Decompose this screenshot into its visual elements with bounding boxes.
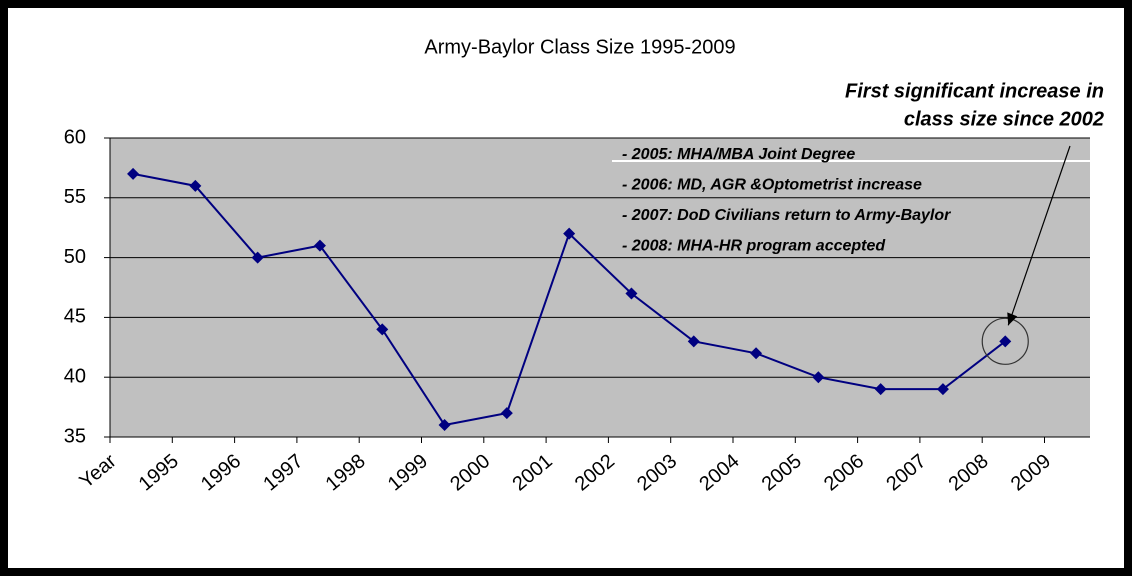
note: - 2005: MHA/MBA Joint Degree	[622, 146, 855, 163]
arrow-head	[1007, 312, 1018, 326]
highlight-circle	[981, 317, 1029, 365]
y-tick-label: 35	[64, 425, 86, 447]
marker	[874, 383, 887, 396]
marker	[376, 323, 389, 336]
y-tick-label: 45	[64, 306, 86, 328]
marker	[812, 371, 825, 384]
notes-box-edge	[612, 160, 1090, 162]
y-tick-label: 50	[64, 246, 86, 268]
marker	[563, 227, 576, 240]
callout: First significant increase in	[845, 80, 1104, 102]
marker	[625, 287, 638, 300]
marker	[936, 383, 949, 396]
marker	[438, 419, 451, 432]
marker	[313, 239, 326, 252]
marker	[687, 335, 700, 348]
arrow	[1007, 145, 1071, 326]
note: - 2007: DoD Civilians return to Army-Bay…	[622, 207, 951, 224]
y-tick-label: 40	[64, 365, 86, 387]
y-tick-label: 60	[64, 126, 86, 148]
note: - 2008: MHA-HR program accepted	[622, 238, 886, 255]
y-tick-label: 55	[64, 186, 86, 208]
marker	[189, 179, 202, 192]
marker	[251, 251, 264, 264]
note: - 2006: MD, AGR &Optometrist increase	[622, 177, 922, 194]
marker	[500, 407, 513, 420]
marker	[999, 335, 1012, 348]
plot-area	[110, 138, 1090, 437]
marker	[127, 167, 140, 180]
marker	[750, 347, 763, 360]
chart-title: Army-Baylor Class Size 1995-2009	[424, 36, 735, 58]
callout: class size since 2002	[904, 108, 1104, 130]
